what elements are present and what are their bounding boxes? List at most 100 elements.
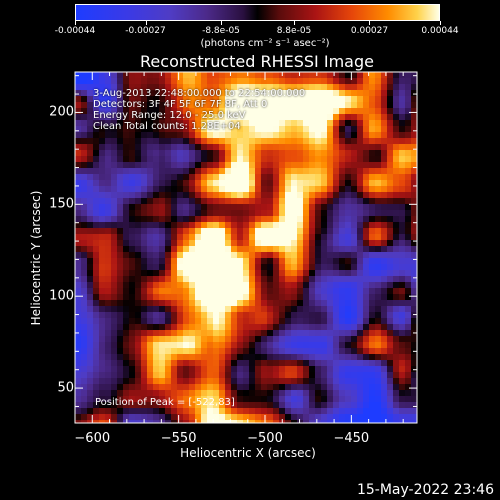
heatmap-cell <box>147 294 153 300</box>
heatmap-cell <box>351 120 357 126</box>
heatmap-cell <box>201 90 207 96</box>
heatmap-cell <box>135 120 141 126</box>
heatmap-cell <box>177 402 183 408</box>
heatmap-cell <box>357 156 363 162</box>
heatmap-cell <box>279 192 285 198</box>
heatmap-cell <box>219 72 225 78</box>
heatmap-cell <box>183 288 189 294</box>
heatmap-cell <box>345 192 351 198</box>
heatmap-cell <box>159 342 165 348</box>
heatmap-cell <box>267 288 273 294</box>
heatmap-cell <box>81 78 87 84</box>
heatmap-cell <box>87 336 93 342</box>
heatmap-cell <box>249 384 255 390</box>
heatmap-cell <box>93 156 99 162</box>
heatmap-cell <box>387 72 393 78</box>
heatmap-cell <box>99 84 105 90</box>
heatmap-cell <box>105 198 111 204</box>
heatmap-cell <box>153 180 159 186</box>
heatmap-cell <box>213 138 219 144</box>
heatmap-cell <box>165 96 171 102</box>
heatmap-cell <box>291 216 297 222</box>
heatmap-cell <box>159 270 165 276</box>
heatmap-cell <box>231 354 237 360</box>
heatmap-cell <box>357 180 363 186</box>
heatmap-cell <box>405 240 411 246</box>
heatmap-cell <box>405 270 411 276</box>
heatmap-cell <box>81 264 87 270</box>
heatmap-cell <box>315 210 321 216</box>
heatmap-cell <box>315 408 321 414</box>
heatmap-cell <box>261 390 267 396</box>
heatmap-cell <box>129 120 135 126</box>
heatmap-cell <box>111 318 117 324</box>
heatmap-cell <box>339 168 345 174</box>
heatmap-cell <box>303 420 309 423</box>
heatmap-cell <box>87 270 93 276</box>
heatmap-cell <box>99 360 105 366</box>
heatmap-cell <box>393 324 399 330</box>
heatmap-cell <box>399 342 405 348</box>
heatmap-cell <box>219 222 225 228</box>
heatmap-cell <box>123 354 129 360</box>
heatmap-cell <box>111 354 117 360</box>
heatmap-cell <box>333 282 339 288</box>
heatmap-cell <box>339 288 345 294</box>
heatmap-cell <box>165 78 171 84</box>
heatmap-cell <box>273 150 279 156</box>
heatmap-cell <box>177 186 183 192</box>
heatmap-cell <box>333 96 339 102</box>
heatmap-cell <box>129 378 135 384</box>
heatmap-cell <box>207 336 213 342</box>
heatmap-cell <box>117 162 123 168</box>
heatmap-cell <box>87 156 93 162</box>
heatmap-cell <box>255 372 261 378</box>
heatmap-cell <box>327 108 333 114</box>
heatmap-cell <box>363 258 369 264</box>
heatmap-cell <box>183 396 189 402</box>
heatmap-cell <box>303 162 309 168</box>
heatmap-cell <box>297 108 303 114</box>
heatmap-cell <box>351 210 357 216</box>
heatmap-cell <box>201 132 207 138</box>
heatmap-cell <box>219 126 225 132</box>
heatmap-cell <box>237 84 243 90</box>
heatmap-cell <box>315 282 321 288</box>
heatmap-cell <box>135 102 141 108</box>
heatmap-cell <box>291 258 297 264</box>
heatmap-cell <box>87 78 93 84</box>
heatmap-cell <box>267 318 273 324</box>
heatmap-cell <box>369 192 375 198</box>
heatmap-cell <box>123 402 129 408</box>
heatmap-cell <box>291 132 297 138</box>
heatmap-cell <box>129 210 135 216</box>
heatmap-cell <box>195 174 201 180</box>
heatmap-cell <box>153 336 159 342</box>
heatmap-cell <box>243 408 249 414</box>
heatmap-cell <box>363 246 369 252</box>
heatmap-cell <box>369 234 375 240</box>
heatmap-cell <box>291 360 297 366</box>
heatmap-cell <box>141 114 147 120</box>
heatmap-cell <box>195 276 201 282</box>
heatmap-cell <box>195 90 201 96</box>
heatmap-cell <box>375 390 381 396</box>
heatmap-cell <box>399 306 405 312</box>
heatmap-cell <box>207 360 213 366</box>
heatmap-cell <box>321 258 327 264</box>
heatmap-cell <box>273 312 279 318</box>
heatmap-cell <box>309 132 315 138</box>
heatmap-cell <box>177 156 183 162</box>
heatmap-cell <box>309 216 315 222</box>
heatmap-cell <box>279 264 285 270</box>
heatmap-cell <box>99 72 105 78</box>
heatmap-cell <box>315 384 321 390</box>
heatmap-cell <box>105 264 111 270</box>
heatmap-cell <box>363 312 369 318</box>
heatmap-cell <box>399 390 405 396</box>
heatmap-cell <box>315 78 321 84</box>
heatmap-cell <box>81 246 87 252</box>
heatmap-cell <box>213 360 219 366</box>
heatmap-cell <box>303 390 309 396</box>
heatmap-cell <box>135 318 141 324</box>
